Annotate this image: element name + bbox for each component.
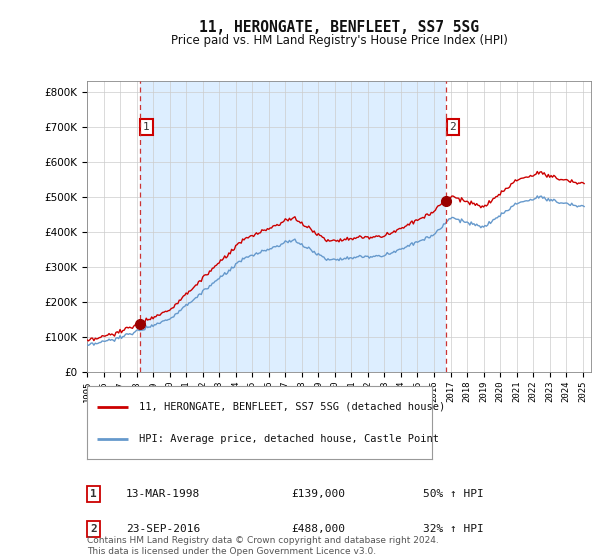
Text: 23-SEP-2016: 23-SEP-2016 — [126, 524, 200, 534]
Text: Price paid vs. HM Land Registry's House Price Index (HPI): Price paid vs. HM Land Registry's House … — [170, 34, 508, 46]
Text: 50% ↑ HPI: 50% ↑ HPI — [423, 489, 484, 499]
Text: £139,000: £139,000 — [291, 489, 345, 499]
Text: HPI: Average price, detached house, Castle Point: HPI: Average price, detached house, Cast… — [139, 434, 439, 444]
Text: 2: 2 — [90, 524, 97, 534]
Text: Contains HM Land Registry data © Crown copyright and database right 2024.
This d: Contains HM Land Registry data © Crown c… — [87, 536, 439, 556]
Text: 11, HERONGATE, BENFLEET, SS7 5SG: 11, HERONGATE, BENFLEET, SS7 5SG — [199, 20, 479, 35]
Text: 1: 1 — [143, 122, 150, 132]
Text: 2: 2 — [449, 122, 456, 132]
Text: 1: 1 — [90, 489, 97, 499]
Text: 11, HERONGATE, BENFLEET, SS7 5SG (detached house): 11, HERONGATE, BENFLEET, SS7 5SG (detach… — [139, 402, 445, 412]
Text: 32% ↑ HPI: 32% ↑ HPI — [423, 524, 484, 534]
Bar — [140, 81, 446, 372]
Text: 13-MAR-1998: 13-MAR-1998 — [126, 489, 200, 499]
Text: £488,000: £488,000 — [291, 524, 345, 534]
